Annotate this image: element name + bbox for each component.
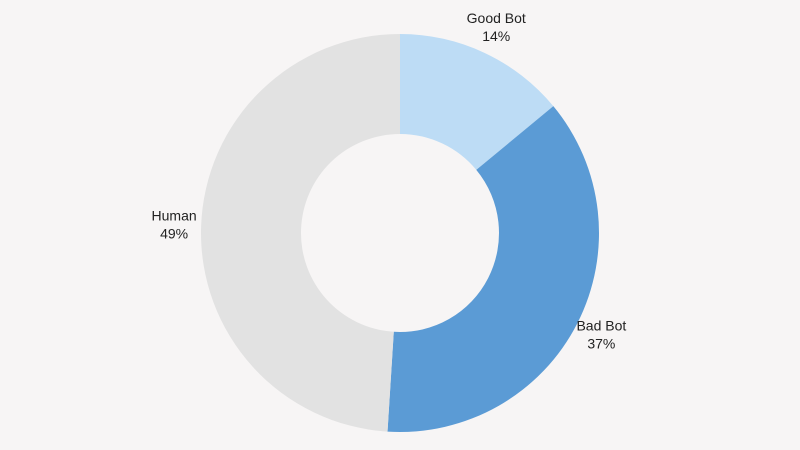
slice-value-label: 14% [482,28,510,44]
slice-label: Bad Bot [576,317,626,333]
slice-value-label: 37% [587,335,615,351]
slice-label: Human [152,208,197,224]
donut-slice [201,34,400,432]
slice-value-label: 49% [160,226,188,242]
donut-slice [400,34,554,170]
slice-label: Good Bot [467,10,526,26]
donut-slice [387,106,599,433]
